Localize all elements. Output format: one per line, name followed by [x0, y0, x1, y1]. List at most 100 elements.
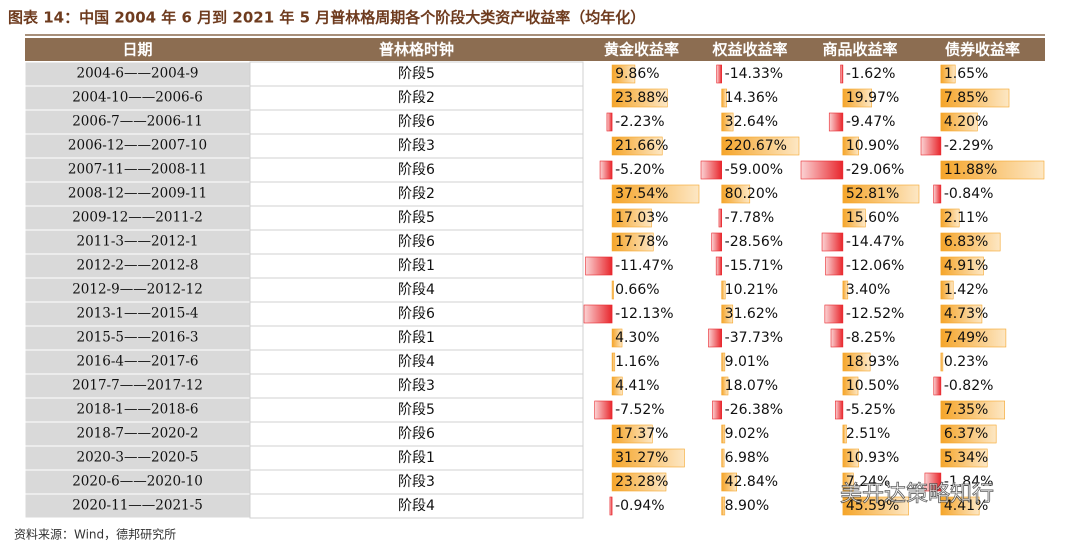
header-bg [25, 38, 1045, 61]
stage-cell [249, 157, 584, 183]
data-bar [828, 112, 844, 132]
data-bar [940, 112, 978, 132]
data-bar [940, 64, 956, 84]
stage-cell [249, 349, 584, 375]
period: 2020-11——2021-5 [72, 498, 203, 514]
data-bar [611, 448, 685, 468]
value-label: 52.81% [846, 186, 899, 202]
data-bar [835, 400, 844, 420]
value-label: 23.88% [615, 90, 668, 106]
stage: 阶段1 [398, 258, 435, 274]
data-bar [721, 352, 726, 372]
data-bar [611, 376, 623, 396]
data-bar [721, 184, 751, 204]
data-bar [708, 328, 722, 348]
value-label: -29.06% [846, 162, 904, 178]
data-bar [711, 232, 722, 252]
data-bar [940, 160, 1045, 180]
data-bar [842, 88, 872, 108]
value-label: 2.11% [944, 210, 988, 226]
value-label: 45.59% [846, 498, 899, 514]
data-bar [842, 208, 866, 228]
period: 2004-10——2006-6 [72, 90, 203, 106]
value-label: -1.62% [846, 66, 896, 82]
value-label: 4.20% [944, 114, 988, 130]
period: 2017-7——2017-12 [72, 378, 203, 394]
period: 2012-2——2012-8 [76, 258, 198, 274]
value-label: -26.38% [725, 402, 783, 418]
stage: 阶段2 [398, 90, 435, 106]
stage: 阶段3 [398, 474, 435, 490]
stage: 阶段5 [398, 66, 435, 82]
stage: 阶段3 [398, 138, 435, 154]
value-label: -0.84% [944, 186, 994, 202]
value-label: 11.88% [944, 162, 997, 178]
value-label: 10.90% [846, 138, 899, 154]
watermark: 美开达策略知行 [840, 482, 994, 507]
value-label: -59.00% [725, 162, 783, 178]
stage: 阶段4 [398, 282, 435, 298]
value-label: 1.16% [615, 354, 659, 370]
period: 2020-6——2020-10 [72, 474, 203, 490]
data-bar [842, 424, 847, 444]
period: 2018-1——2018-6 [76, 402, 198, 418]
data-bar [611, 88, 668, 108]
value-label: 37.54% [615, 186, 668, 202]
data-bar [842, 280, 849, 300]
data-bar [716, 64, 722, 84]
period: 2012-9——2012-12 [72, 282, 203, 298]
data-bar [940, 208, 960, 228]
period: 2020-3——2020-5 [76, 450, 198, 466]
value-label: 7.49% [944, 330, 988, 346]
data-bar [715, 256, 722, 276]
value-label: 18.07% [725, 378, 778, 394]
data-bar [594, 400, 613, 420]
value-label: -7.52% [615, 402, 665, 418]
stage-cell [249, 181, 584, 207]
value-label: -5.25% [846, 402, 896, 418]
value-label: 17.03% [615, 210, 668, 226]
data-bar [940, 232, 1001, 252]
value-label: 31.62% [725, 306, 778, 322]
period: 2007-11——2008-11 [68, 162, 207, 178]
period: 2009-12——2011-2 [72, 210, 203, 226]
stage: 阶段6 [398, 162, 435, 178]
value-label: -8.25% [846, 330, 896, 346]
stage: 阶段2 [398, 186, 435, 202]
date-cell [24, 229, 251, 255]
date-cell [24, 349, 251, 375]
data-bar [840, 64, 844, 84]
value-label: 19.97% [846, 90, 899, 106]
data-bar [611, 472, 667, 492]
value-label: 14.36% [725, 90, 778, 106]
value-label: 10.50% [846, 378, 899, 394]
data-bar [940, 496, 980, 516]
data-bar [721, 304, 734, 324]
data-bar [940, 352, 944, 372]
value-label: -15.71% [725, 258, 783, 274]
data-bar [940, 400, 1005, 420]
period: 2011-3——2012-1 [76, 234, 198, 250]
value-label: 4.41% [944, 498, 988, 514]
data-bar [842, 472, 854, 492]
date-cell [24, 253, 251, 279]
data-bar [924, 472, 942, 492]
date-cell [24, 373, 251, 399]
data-bar [609, 496, 613, 516]
stage: 阶段5 [398, 210, 435, 226]
period: 2004-6——2004-9 [76, 66, 198, 82]
data-bar [800, 160, 844, 180]
source: 资料来源：Wind，德邦研究所 [14, 527, 176, 542]
data-bar [712, 400, 722, 420]
value-label: -5.20% [615, 162, 665, 178]
value-label: -7.78% [725, 210, 775, 226]
stage-cell [249, 421, 584, 447]
value-label: 7.24% [846, 474, 890, 490]
value-label: 18.93% [846, 354, 899, 370]
stage: 阶段6 [398, 114, 435, 130]
stage-cell [249, 493, 584, 519]
value-label: 42.84% [725, 474, 778, 490]
value-label: 6.83% [944, 234, 988, 250]
period: 2013-1——2015-4 [76, 306, 198, 322]
value-label: -9.47% [846, 114, 896, 130]
